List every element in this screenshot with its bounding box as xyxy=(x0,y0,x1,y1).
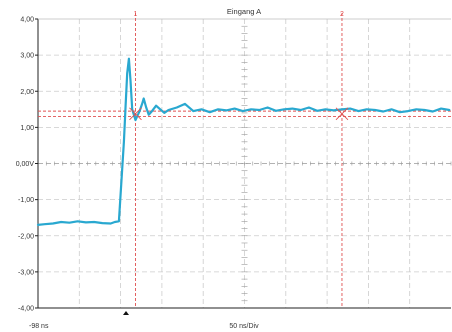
y-tick-label: -2,00 xyxy=(18,233,34,240)
y-tick-label: 0,00V xyxy=(16,161,35,168)
x-scale-label: 50 ns/Div xyxy=(229,323,259,330)
crosshair-mark xyxy=(335,107,349,121)
cursor-label: 1 xyxy=(134,11,138,18)
y-tick-label: 1,00 xyxy=(20,125,34,132)
crosshair-mark xyxy=(129,107,142,121)
y-tick-label: -3,00 xyxy=(18,269,34,276)
trigger-marker-icon xyxy=(123,311,129,315)
cursor-label: 2 xyxy=(340,11,344,18)
axes xyxy=(35,18,451,309)
signal-trace xyxy=(36,57,451,226)
y-tick-label: -4,00 xyxy=(18,306,34,313)
y-tick-label: 2,00 xyxy=(20,89,34,96)
y-tick-label: 4,00 xyxy=(20,17,34,24)
y-tick-labels: 4,00 3,00 2,00 1,00 0,00V -1,00 -2,00 -3,00 -4,0… xyxy=(16,17,35,313)
cursor-crosshair xyxy=(129,107,349,121)
x-start-label: -98 ns xyxy=(29,323,49,330)
y-tick-label: 3,00 xyxy=(20,53,34,60)
chart-title: Eingang A xyxy=(227,7,261,16)
y-tick-label: -1,00 xyxy=(18,197,34,204)
minor-ticks xyxy=(37,18,452,309)
